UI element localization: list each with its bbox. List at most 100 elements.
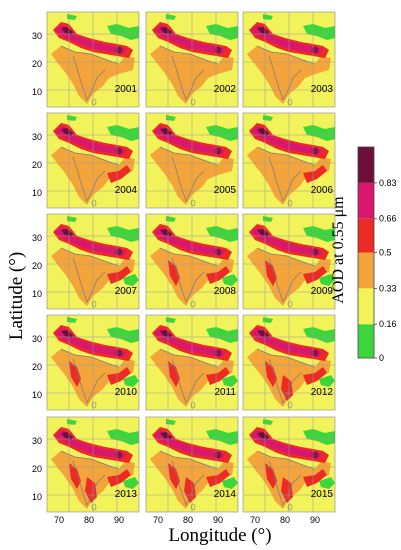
latitude-tick-label: 10 [32, 87, 42, 97]
island-outline [190, 401, 196, 409]
coastline [60, 348, 120, 404]
aod-very-high-plume [154, 25, 226, 54]
longitude-tick-label: 80 [183, 515, 193, 525]
aod-very-high-plume [55, 126, 127, 155]
aod-hotspot [115, 147, 123, 155]
colorbar-tick-label: 0.66 [379, 214, 397, 224]
aod-very-high-plume [154, 328, 226, 357]
aod-low-region [67, 14, 77, 20]
island-outline [287, 300, 293, 308]
panel-year-label: 2011 [214, 387, 236, 398]
panel-year-label: 2012 [311, 387, 334, 398]
aod-high-region [206, 367, 230, 385]
coastline [159, 348, 219, 404]
panel-year-label: 2015 [311, 489, 334, 500]
latitude-tick-label: 10 [32, 492, 42, 502]
coastline [256, 45, 316, 101]
aod-low-region [166, 216, 176, 222]
panel-year-label: 2005 [214, 185, 237, 196]
aod-low-region [222, 477, 238, 489]
map-panel-2010: 2010 [46, 314, 140, 411]
longitude-ticks: 70 80 90 70 80 90 70 80 90 [54, 515, 320, 525]
panel-year-label: 2003 [311, 84, 334, 95]
colorbar-bin [358, 324, 374, 358]
longitude-tick-label: 70 [153, 515, 163, 525]
longitude-tick-label: 70 [250, 515, 260, 525]
panel-year-label: 2006 [311, 185, 334, 196]
aod-high-region [303, 367, 327, 385]
aod-high-region [265, 361, 277, 387]
coastline [256, 146, 316, 202]
island-outline [91, 401, 97, 409]
island-outline [190, 98, 196, 106]
aod-low-region [123, 375, 139, 387]
coastline [159, 247, 219, 303]
aod-low-region [263, 216, 273, 222]
map-panel-2006: 2006 [242, 112, 336, 209]
aod-extreme-core [160, 432, 172, 440]
aod-high-region [303, 266, 327, 284]
island-outline [91, 98, 97, 106]
aod-extreme-core [257, 128, 269, 136]
aod-high-region [265, 463, 277, 489]
coastline [159, 450, 219, 506]
panel-year-label: 2009 [311, 286, 334, 297]
aod-low-region [319, 477, 335, 489]
coastline [256, 348, 316, 404]
aod-low-region [303, 24, 335, 40]
longitude-tick-label: 90 [114, 515, 124, 525]
colorbar-tick-label: 0.33 [379, 283, 397, 293]
colorbar-tick-label: 0.5 [379, 248, 392, 258]
aod-low-region [166, 14, 176, 20]
aod-extreme-core [160, 128, 172, 136]
coastline [256, 450, 316, 506]
latitude-tick-label: 30 [32, 233, 42, 243]
aod-very-high-plume [251, 25, 323, 54]
aod-high-region [107, 266, 131, 284]
latitude-tick-label: 10 [32, 289, 42, 299]
panel-year-label: 2002 [214, 84, 237, 95]
aod-low-region [107, 24, 139, 40]
aod-low-region [67, 419, 77, 425]
map-panel-2008: 2008 [145, 213, 239, 310]
aod-extreme-core [160, 27, 172, 35]
map-panel-2003: 2003 [242, 11, 336, 108]
latitude-tick-label: 20 [32, 59, 42, 69]
map-panel-2001: 2001 [46, 11, 140, 108]
aod-hotspot [311, 147, 319, 155]
island-outline [190, 503, 196, 511]
aod-hotspot [115, 451, 123, 459]
aod-high-region [85, 477, 97, 503]
panel-year-label: 2010 [115, 387, 138, 398]
aod-low-region [107, 429, 139, 445]
island-outline [190, 199, 196, 207]
aod-very-high-plume [55, 227, 127, 256]
map-panel-2012: 2012 [242, 314, 336, 411]
panel-year-label: 2008 [214, 286, 237, 297]
aod-high-region [107, 469, 131, 487]
aod-high-region [281, 477, 293, 503]
aod-low-region [303, 327, 335, 343]
aod-low-region [107, 125, 139, 141]
aod-very-high-plume [251, 328, 323, 357]
map-panel-2013: 2013 [46, 416, 140, 513]
aod-low-region [107, 226, 139, 242]
colorbar-tick-label: 0.16 [379, 319, 397, 329]
aod-low-region [123, 477, 139, 489]
island-outline [287, 401, 293, 409]
island-outline [91, 300, 97, 308]
map-panel-2011: 2011 [145, 314, 239, 411]
aod-low-region [206, 327, 238, 343]
aod-low-region [107, 327, 139, 343]
aod-low-region [263, 419, 273, 425]
aod-high-region [281, 375, 293, 401]
panel-year-label: 2004 [115, 185, 138, 196]
coastline [60, 45, 120, 101]
aod-low-region [206, 429, 238, 445]
longitude-tick-label: 90 [310, 515, 320, 525]
aod-hotspot [311, 46, 319, 54]
aod-hotspot [311, 248, 319, 256]
colorbar-bin [358, 147, 374, 183]
aod-hotspot [115, 248, 123, 256]
